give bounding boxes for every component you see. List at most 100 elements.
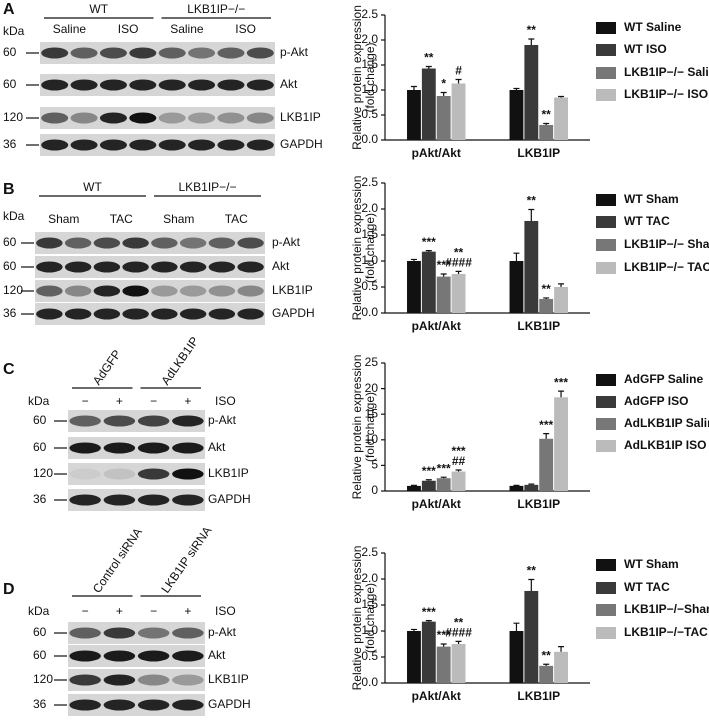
blot-band (246, 79, 274, 91)
blot-band (137, 415, 170, 427)
blot-band (69, 627, 101, 639)
blot-band (179, 308, 207, 320)
blot-strip (68, 410, 205, 432)
error-bar (440, 476, 447, 479)
y-tick-label: 2.5 (361, 545, 378, 559)
kda-marker: 120 (33, 466, 53, 480)
significance-label: *** (554, 375, 568, 389)
kda-label: kDa (3, 24, 25, 38)
significance-label: ## (452, 454, 466, 468)
blot-band (172, 415, 204, 427)
blot-band (208, 261, 236, 273)
significance-label: ** (527, 564, 537, 578)
bar (436, 478, 451, 491)
subgroup-label: ISO (235, 22, 256, 36)
treatment-sign: − (150, 604, 157, 618)
error-bar (410, 628, 417, 631)
blot-band (99, 112, 127, 124)
error-bar (543, 433, 550, 439)
kda-label: kDa (3, 209, 25, 223)
error-bar (455, 640, 462, 644)
bar (509, 90, 524, 140)
y-tick-label: 2.5 (361, 7, 378, 21)
y-tick-label: 0.5 (361, 279, 378, 293)
bar (421, 480, 436, 491)
blot-strip (68, 489, 205, 511)
x-tick-label: pAkt/Akt (412, 497, 461, 511)
error-bar (455, 270, 462, 274)
blot-band (172, 442, 204, 454)
y-tick-label: 0.5 (361, 107, 378, 121)
blot-band (70, 139, 98, 151)
kda-label: kDa (28, 394, 50, 408)
bar (554, 651, 568, 683)
bar (539, 438, 554, 491)
blot-band (122, 261, 149, 273)
blot-band (172, 699, 204, 711)
blot-strip (40, 74, 275, 96)
y-tick-label: 1.5 (361, 597, 378, 611)
legend-label: LKB1IP−/−Sham (624, 602, 709, 616)
treatment-sign: − (82, 394, 89, 408)
blot-band (122, 285, 149, 297)
bar (524, 590, 539, 683)
kda-marker: 120 (3, 283, 23, 297)
blot-band (208, 285, 236, 297)
bar (436, 276, 451, 313)
blot-strip (68, 622, 205, 644)
bar (451, 644, 466, 683)
blot-band (137, 468, 170, 480)
kda-marker: 60 (3, 259, 17, 273)
y-axis-label: (fold change) (363, 392, 377, 462)
legend-swatch (596, 418, 616, 430)
group-label: LKB1IP−/− (187, 2, 245, 16)
blot-band (103, 415, 136, 427)
kda-marker: 60 (33, 413, 47, 427)
blot-band (137, 650, 170, 662)
blot-band (208, 237, 236, 249)
kda-marker: 60 (33, 440, 47, 454)
bar (554, 287, 568, 313)
legend-swatch (596, 216, 616, 228)
blot-band (217, 139, 245, 151)
kda-marker: 36 (33, 492, 47, 506)
blot-band (103, 442, 136, 454)
blot-band (99, 47, 127, 59)
error-bar (410, 484, 417, 486)
y-tick-label: 1.0 (361, 253, 378, 267)
blot-band (172, 627, 204, 639)
legend-label: WT ISO (624, 42, 667, 56)
error-bar (543, 297, 550, 299)
legend-label: LKB1IP−/− Sham (624, 237, 709, 251)
group-label: LKB1IP−/− (178, 180, 236, 194)
blot-band (103, 699, 136, 711)
y-tick-label: 5 (371, 458, 378, 472)
error-bar (440, 273, 447, 277)
blot-band (70, 112, 98, 124)
blot-band (36, 237, 63, 249)
significance-label: ** (542, 648, 552, 662)
error-bar (513, 252, 520, 261)
blot-band (179, 237, 207, 249)
blot-band (158, 139, 186, 151)
error-bar (410, 85, 417, 90)
error-bar (425, 479, 432, 481)
blot-band (217, 47, 245, 59)
y-tick-label: 2.0 (361, 32, 378, 46)
subgroup-label: Sham (48, 212, 79, 226)
blot-band (99, 79, 127, 91)
blot-band (93, 237, 121, 249)
legend-swatch (596, 396, 616, 408)
panel-letter: B (3, 181, 15, 198)
y-tick-label: 2.5 (361, 175, 378, 189)
y-tick-label: 2.0 (361, 201, 378, 215)
blot-band (137, 699, 170, 711)
x-tick-label: LKB1IP (517, 689, 560, 703)
subgroup-label: Sham (163, 212, 194, 226)
kda-marker: 60 (3, 77, 17, 91)
bar (509, 485, 524, 491)
legend-swatch (596, 22, 616, 34)
blot-band (151, 261, 178, 273)
error-bar (425, 620, 432, 622)
blot-band (151, 308, 178, 320)
